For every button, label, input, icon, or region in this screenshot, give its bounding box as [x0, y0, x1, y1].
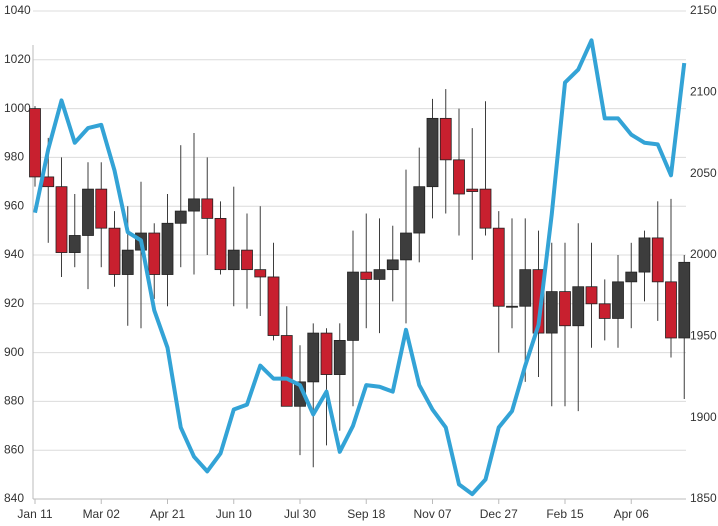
candle-body [519, 269, 532, 307]
candle-body [545, 291, 558, 334]
y-tick-label: 900 [4, 345, 24, 359]
candle-body [148, 232, 161, 275]
candle-body [426, 117, 439, 188]
x-tick-label: Feb 15 [546, 507, 584, 521]
candle-body [373, 269, 386, 280]
candle-body [466, 188, 479, 192]
y2-tick-label: 2100 [690, 85, 717, 99]
x-tick-label: Mar 02 [83, 507, 121, 521]
y2-tick-label: 1950 [690, 329, 717, 343]
x-tick-label: Jan 11 [17, 507, 52, 521]
y-tick-label: 860 [4, 442, 24, 456]
candle-body [638, 237, 651, 273]
candle-body [651, 237, 664, 283]
candle-body [55, 186, 68, 253]
candle-body [267, 276, 280, 336]
candle-body [360, 271, 373, 280]
candle-body [42, 176, 55, 188]
x-tick-label: Sep 18 [347, 507, 385, 521]
candle-body [82, 188, 94, 236]
x-tick-label: Dec 27 [480, 507, 518, 521]
y2-tick-label: 2000 [690, 247, 717, 261]
candle-body [506, 305, 518, 308]
candle-body [665, 281, 677, 339]
candle-body [108, 227, 121, 275]
y-tick-label: 1020 [4, 52, 31, 66]
candle-body [572, 286, 585, 327]
candle-body [227, 249, 240, 271]
candle-body [479, 188, 492, 229]
y2-tick-label: 2150 [690, 3, 717, 17]
y-tick-label: 840 [4, 491, 24, 505]
candle-body [413, 186, 426, 234]
candle-body [241, 249, 253, 271]
x-tick-label: Jul 30 [284, 507, 316, 521]
y-tick-label: 940 [4, 247, 24, 261]
candle-body [29, 108, 41, 178]
candle-body [585, 286, 598, 305]
y-tick-label: 920 [4, 296, 24, 310]
candle-body [161, 222, 174, 275]
x-tick-label: Apr 21 [150, 507, 186, 521]
y-tick-label: 980 [4, 150, 24, 164]
candle-body [201, 198, 214, 219]
x-tick-label: Nov 07 [413, 507, 451, 521]
candle-body [95, 188, 108, 229]
y2-tick-label: 1850 [690, 491, 717, 505]
candle-body [625, 271, 638, 283]
y-tick-label: 1000 [4, 101, 31, 115]
candle-body [559, 291, 571, 327]
candle-body [347, 271, 359, 341]
candle-body [214, 217, 227, 271]
candle-body [492, 227, 505, 307]
candle-body [612, 281, 624, 319]
x-tick-label: Jun 10 [216, 507, 252, 521]
candle-body [320, 332, 333, 375]
candle-body [598, 303, 611, 319]
candle-body [254, 269, 267, 278]
y-tick-label: 880 [4, 394, 24, 408]
candle-body [280, 335, 293, 407]
y-tick-label: 960 [4, 198, 24, 212]
line-series [33, 38, 687, 497]
y-tick-label: 1040 [4, 3, 31, 17]
x-tick-label: Apr 06 [614, 507, 650, 521]
candle-body [453, 159, 465, 195]
candle-body [678, 261, 691, 339]
y2-tick-label: 2050 [690, 166, 717, 180]
candle-body [532, 269, 545, 334]
candle-body [439, 117, 452, 161]
y2-tick-label: 1900 [690, 410, 717, 424]
candle-body [386, 259, 399, 271]
candle-body [68, 235, 81, 253]
candle-body [121, 249, 134, 275]
candle-body [333, 339, 346, 375]
candle-body [307, 332, 320, 383]
candle-body [400, 232, 412, 261]
candle-body [174, 210, 187, 224]
candle-body [188, 198, 200, 212]
